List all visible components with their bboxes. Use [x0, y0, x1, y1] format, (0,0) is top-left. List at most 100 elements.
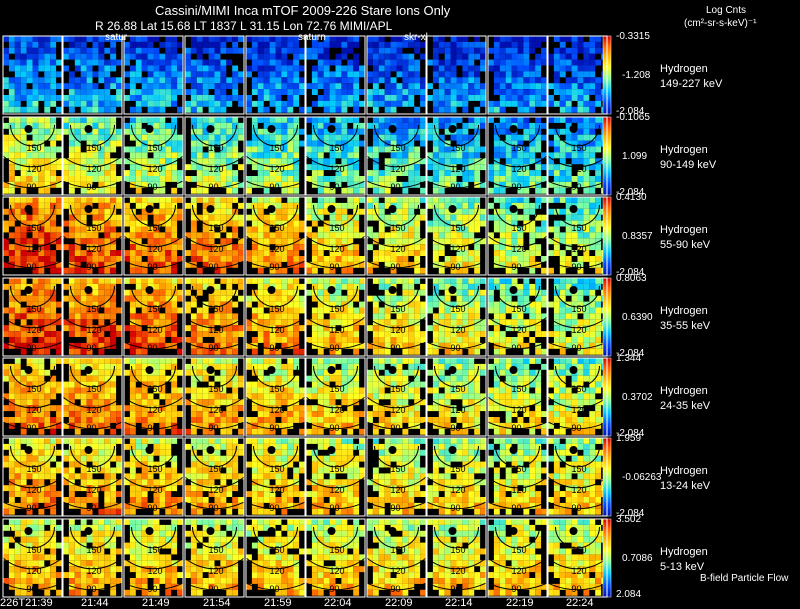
pixel-cell	[450, 158, 457, 165]
pixel-cell	[220, 256, 227, 262]
pixel-cell	[414, 220, 421, 227]
pixel-cell	[341, 152, 348, 159]
pixel-cell	[220, 261, 227, 268]
pixel-cell	[559, 331, 566, 337]
pixel-cell	[129, 267, 136, 274]
pixel-cell	[147, 106, 154, 113]
pixel-cell	[104, 250, 111, 256]
pixel-cell	[165, 208, 172, 215]
pixel-cell	[299, 83, 305, 90]
pixel-cell	[63, 358, 69, 364]
pixel-cell	[317, 152, 324, 159]
pixel-cell	[220, 65, 227, 72]
pixel-cell	[80, 313, 87, 320]
pixel-cell	[214, 295, 221, 302]
pixel-cell	[135, 117, 142, 123]
pixel-cell	[347, 325, 354, 332]
pixel-cell	[190, 65, 197, 72]
pixel-cell	[86, 313, 93, 320]
pixel-cell	[141, 342, 148, 349]
pixel-cell	[26, 238, 33, 245]
pixel-cell	[323, 176, 330, 182]
pixel-cell	[347, 313, 354, 320]
pixel-cell	[190, 59, 197, 66]
contour-label-150: 150	[27, 384, 42, 394]
contour-arc	[427, 235, 486, 248]
pixel-cell	[141, 375, 148, 382]
pixel-cell	[32, 95, 39, 101]
pixel-cell	[251, 226, 258, 233]
pixel-cell	[553, 325, 560, 332]
pixel-cell	[474, 47, 481, 54]
pixel-cell	[74, 342, 81, 349]
pixel-cell	[517, 342, 524, 349]
pixel-cell	[196, 41, 203, 48]
pixel-cell	[232, 187, 239, 194]
pixel-cell	[116, 405, 122, 412]
pixel-cell	[323, 261, 330, 268]
pixel-cell	[257, 261, 264, 268]
pixel-cell	[589, 71, 596, 78]
pixel-cell	[432, 256, 439, 262]
pixel-cell	[129, 348, 136, 355]
pixel-cell	[153, 158, 160, 165]
pixel-cell	[480, 122, 486, 129]
pixel-cell	[196, 307, 203, 314]
pixel-cell	[32, 399, 39, 406]
pixel-cell	[488, 100, 494, 107]
pixel-cell	[98, 417, 105, 423]
contour-arc	[131, 124, 176, 147]
pixel-cell	[74, 244, 81, 251]
pixel-cell	[159, 176, 166, 182]
pixel-cell	[238, 250, 244, 256]
pixel-cell	[116, 250, 122, 256]
pixel-cell	[275, 307, 282, 314]
contour-label-150: 150	[512, 143, 527, 153]
pixel-cell	[220, 128, 227, 135]
pixel-cell	[462, 59, 469, 66]
pixel-cell	[159, 283, 166, 290]
pixel-cell	[98, 278, 105, 284]
pixel-cell	[341, 331, 348, 337]
pixel-cell	[159, 53, 166, 60]
pixel-cell	[462, 319, 469, 326]
pixel-cell	[208, 238, 215, 245]
pixel-cell	[432, 301, 439, 308]
pixel-cell	[165, 53, 172, 60]
contour-label-120: 120	[330, 325, 345, 335]
pixel-cell	[26, 342, 33, 349]
pixel-cell	[26, 176, 33, 182]
pixel-cell	[68, 170, 75, 176]
pixel-cell	[56, 106, 62, 113]
pixel-cell	[583, 348, 590, 355]
pixel-cell	[171, 325, 178, 332]
contour-arc	[488, 155, 547, 168]
pixel-cell	[104, 65, 111, 72]
pixel-cell	[38, 181, 45, 188]
pixel-cell	[559, 325, 566, 332]
pixel-cell	[329, 278, 336, 284]
pixel-cell	[450, 307, 457, 314]
pixel-cell	[129, 238, 136, 245]
center-marker	[267, 205, 276, 213]
pixel-cell	[257, 100, 264, 107]
pixel-cell	[38, 214, 45, 221]
pixel-cell	[238, 202, 244, 209]
pixel-cell	[38, 152, 45, 159]
pixel-cell	[129, 417, 136, 423]
pixel-cell	[165, 278, 172, 284]
pixel-cell	[367, 208, 373, 215]
pixel-cell	[517, 250, 524, 256]
pixel-cell	[44, 325, 51, 332]
pixel-cell	[3, 369, 9, 376]
pixel-cell	[165, 36, 172, 42]
pixel-cell	[38, 244, 45, 251]
pixel-cell	[220, 146, 227, 153]
pixel-cell	[185, 301, 191, 308]
pixel-cell	[32, 393, 39, 400]
pixel-cell	[8, 106, 15, 113]
pixel-cell	[329, 232, 336, 239]
pixel-cell	[523, 226, 530, 233]
pixel-cell	[523, 134, 530, 141]
